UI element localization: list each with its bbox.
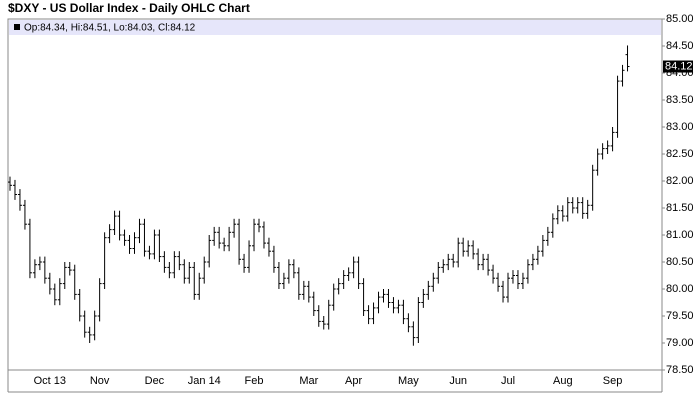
y-tick-label: 83.50 — [666, 94, 694, 106]
last-value-box — [663, 60, 693, 73]
y-tick-label: 81.00 — [666, 229, 694, 241]
y-tick-label: 79.00 — [666, 337, 694, 349]
y-tick-label: 82.00 — [666, 175, 694, 187]
last-value-label: 84.12 — [665, 60, 693, 72]
x-tick-label: May — [398, 375, 419, 387]
x-tick-label: Oct 13 — [34, 375, 66, 387]
legend-band — [9, 20, 661, 35]
y-tick-label: 84.50 — [666, 40, 694, 52]
x-tick-label: Mar — [299, 375, 318, 387]
plot-area — [7, 18, 663, 371]
x-tick-label: Jul — [501, 375, 515, 387]
y-tick-label: 85.00 — [666, 13, 694, 25]
y-tick-label: 80.50 — [666, 256, 694, 268]
x-tick-label: Jun — [449, 375, 467, 387]
x-tick-label: Aug — [553, 375, 573, 387]
x-tick-label: Sep — [603, 375, 623, 387]
y-tick-label: 82.50 — [666, 148, 694, 160]
x-tick-label: Dec — [145, 375, 165, 387]
y-tick-label: 78.50 — [666, 364, 694, 376]
y-tick-label: 80.00 — [666, 283, 694, 295]
y-tick-label: 81.50 — [666, 202, 694, 214]
x-tick-label: Feb — [245, 375, 264, 387]
x-tick-label: Jan 14 — [188, 375, 221, 387]
x-tick-label: Nov — [90, 375, 110, 387]
legend-text: Op:84.34, Hi:84.51, Lo:84.03, Cl:84.12 — [24, 23, 196, 34]
y-tick-label: 83.00 — [666, 121, 694, 133]
y-tick-label: 79.50 — [666, 310, 694, 322]
chart-title: $DXY - US Dollar Index - Daily OHLC Char… — [8, 1, 250, 15]
legend-swatch — [14, 24, 20, 30]
x-tick-label: Apr — [345, 375, 362, 387]
